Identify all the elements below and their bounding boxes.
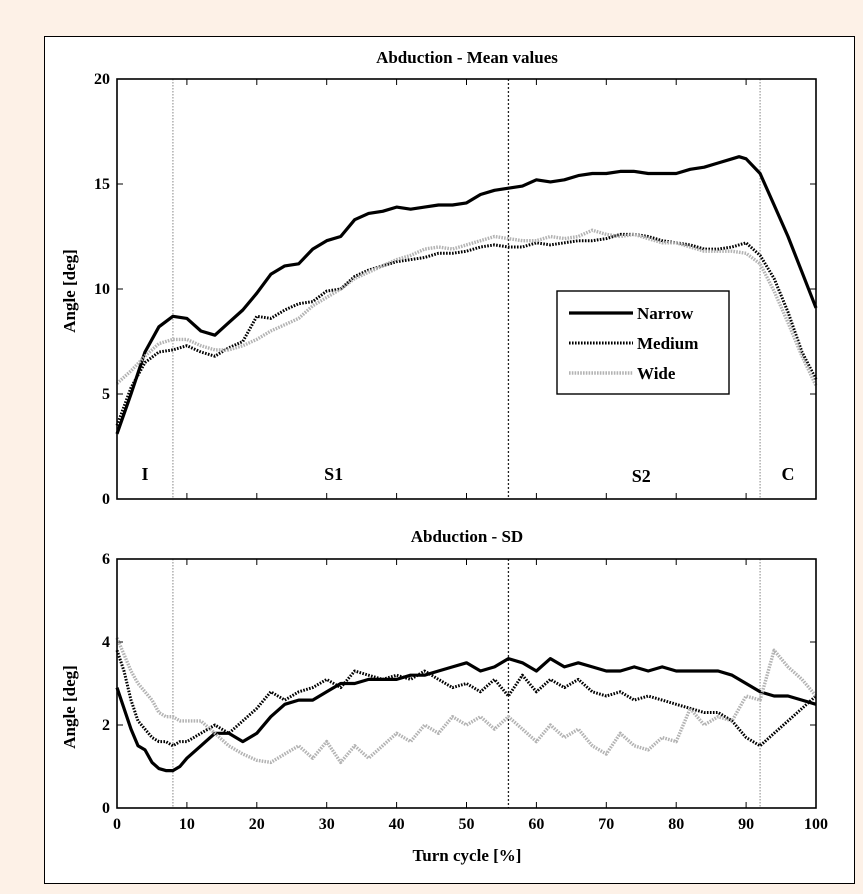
sd-series-narrow bbox=[115, 656, 817, 773]
mean-y-axis-label: Angle [deg] bbox=[60, 249, 79, 333]
sd-series-medium bbox=[115, 649, 817, 748]
legend-label-wide: Wide bbox=[637, 364, 676, 383]
sd-y-tick-label: 4 bbox=[102, 634, 110, 651]
sd-y-tick-label: 0 bbox=[102, 800, 110, 817]
mean-y-tick-label: 10 bbox=[94, 281, 110, 298]
mean-chart-title: Abduction - Mean values bbox=[376, 48, 558, 67]
mean-series-narrow bbox=[115, 155, 818, 435]
phase-label: S1 bbox=[324, 464, 343, 484]
sd-y-axis-label: Angle [deg] bbox=[60, 665, 79, 749]
mean-values-panel: Abduction - Mean values Angle [deg] 0 5 10… bbox=[60, 48, 818, 508]
x-tick-label: 70 bbox=[598, 816, 614, 833]
phase-label: S2 bbox=[632, 466, 651, 486]
x-tick-label: 20 bbox=[249, 816, 265, 833]
phase-label: I bbox=[141, 464, 148, 484]
x-tick-label: 0 bbox=[113, 816, 121, 833]
sd-chart-title: Abduction - SD bbox=[411, 527, 523, 546]
x-tick-label: 80 bbox=[668, 816, 684, 833]
mean-y-tick-label: 0 bbox=[102, 491, 110, 508]
x-tick-label: 10 bbox=[179, 816, 195, 833]
sd-y-tick-label: 6 bbox=[102, 551, 110, 568]
legend-label-medium: Medium bbox=[637, 334, 698, 353]
legend-label-narrow: Narrow bbox=[637, 304, 694, 323]
abduction-figure: Abduction - Mean values Angle [deg] 0 5 10… bbox=[60, 48, 828, 865]
x-tick-label: 60 bbox=[528, 816, 544, 833]
sd-x-axis-label: Turn cycle [%] bbox=[413, 846, 522, 865]
x-tick-label: 40 bbox=[389, 816, 405, 833]
x-tick-label: 100 bbox=[804, 816, 828, 833]
legend-box bbox=[556, 290, 730, 395]
mean-y-tick-label: 20 bbox=[94, 71, 110, 88]
phase-label: C bbox=[782, 464, 795, 484]
sd-panel: Abduction - SD Angle [deg] Turn cycle [%… bbox=[60, 527, 828, 865]
mean-plot-area bbox=[116, 78, 817, 500]
mean-series-wide bbox=[115, 228, 818, 387]
x-tick-label: 50 bbox=[459, 816, 475, 833]
sd-series-wide bbox=[115, 637, 818, 765]
x-tick-label: 30 bbox=[319, 816, 335, 833]
mean-y-tick-label: 5 bbox=[102, 386, 110, 403]
mean-y-tick-label: 15 bbox=[94, 176, 110, 193]
sd-plot-area bbox=[116, 558, 817, 809]
sd-y-tick-label: 2 bbox=[102, 717, 110, 734]
x-tick-label: 90 bbox=[738, 816, 754, 833]
figure-frame: Abduction - Mean values Angle [deg] 0 5 10… bbox=[44, 36, 855, 884]
